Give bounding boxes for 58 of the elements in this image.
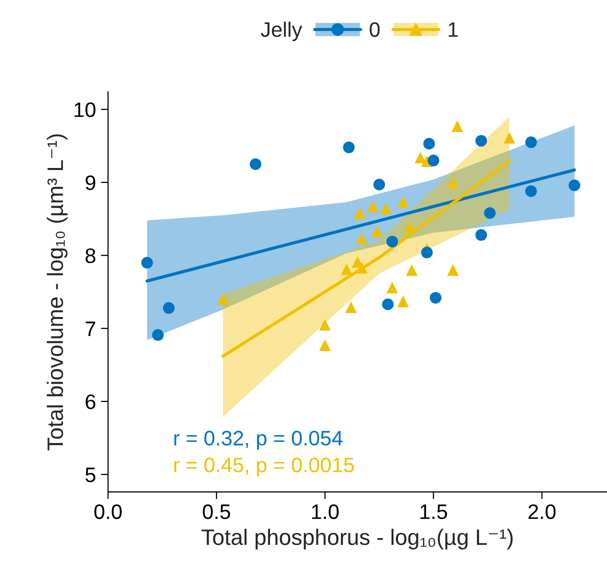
y-tick-label: 10 bbox=[74, 102, 96, 118]
point bbox=[343, 142, 355, 154]
point bbox=[404, 221, 416, 233]
y-tick-label: 7 bbox=[86, 322, 96, 336]
point bbox=[525, 185, 537, 197]
point bbox=[356, 262, 368, 274]
point bbox=[430, 292, 442, 304]
point bbox=[371, 226, 383, 238]
point bbox=[475, 229, 487, 241]
x-tick-label: 1.0 bbox=[312, 504, 339, 520]
point bbox=[319, 339, 331, 352]
y-tick-label: 8 bbox=[86, 248, 96, 264]
annotation: r = 0.45, p = 0.0015 bbox=[174, 458, 354, 476]
point bbox=[382, 298, 394, 310]
point bbox=[340, 263, 352, 276]
point bbox=[504, 132, 516, 144]
point bbox=[366, 200, 379, 212]
point bbox=[428, 154, 440, 166]
point bbox=[447, 177, 459, 189]
point bbox=[356, 232, 368, 244]
point bbox=[525, 136, 537, 148]
point bbox=[406, 264, 418, 276]
point bbox=[319, 318, 331, 331]
point bbox=[217, 293, 229, 306]
point bbox=[354, 207, 366, 219]
legend-label: 1 bbox=[448, 22, 458, 37]
point bbox=[152, 329, 164, 341]
point bbox=[373, 178, 386, 190]
legend-title: Jelly bbox=[260, 22, 302, 42]
legend-label: 0 bbox=[370, 22, 380, 37]
point bbox=[380, 202, 392, 214]
point bbox=[386, 236, 398, 248]
line-series bbox=[146, 168, 576, 282]
y-tick-label: 9 bbox=[86, 175, 96, 190]
point bbox=[397, 296, 409, 308]
point bbox=[568, 180, 580, 192]
x-tick-label: 0.5 bbox=[202, 504, 230, 520]
x-tick-label: 2.0 bbox=[528, 504, 556, 520]
x-axis-title: Total phosphorus - log₁₀(µg L⁻¹) bbox=[202, 528, 513, 550]
y-tick-label: 6 bbox=[86, 394, 96, 410]
point bbox=[397, 196, 409, 208]
point bbox=[386, 282, 398, 294]
x-tick-label: 0.0 bbox=[94, 504, 122, 520]
y-axis-title: Total biovolume - log₁₀ (µm³ L⁻¹) bbox=[46, 134, 68, 450]
point bbox=[414, 152, 426, 164]
point bbox=[452, 120, 464, 132]
annotation: r = 0.32, p = 0.054 bbox=[174, 430, 343, 450]
point bbox=[423, 138, 435, 150]
point bbox=[162, 302, 175, 314]
y-tick-label: 5 bbox=[85, 468, 96, 482]
point bbox=[475, 134, 487, 147]
x-tick-label: 1.5 bbox=[420, 504, 448, 520]
point bbox=[484, 207, 496, 219]
point bbox=[421, 246, 433, 258]
point bbox=[447, 264, 459, 276]
point bbox=[345, 301, 357, 314]
point bbox=[141, 256, 153, 269]
point bbox=[250, 158, 262, 170]
